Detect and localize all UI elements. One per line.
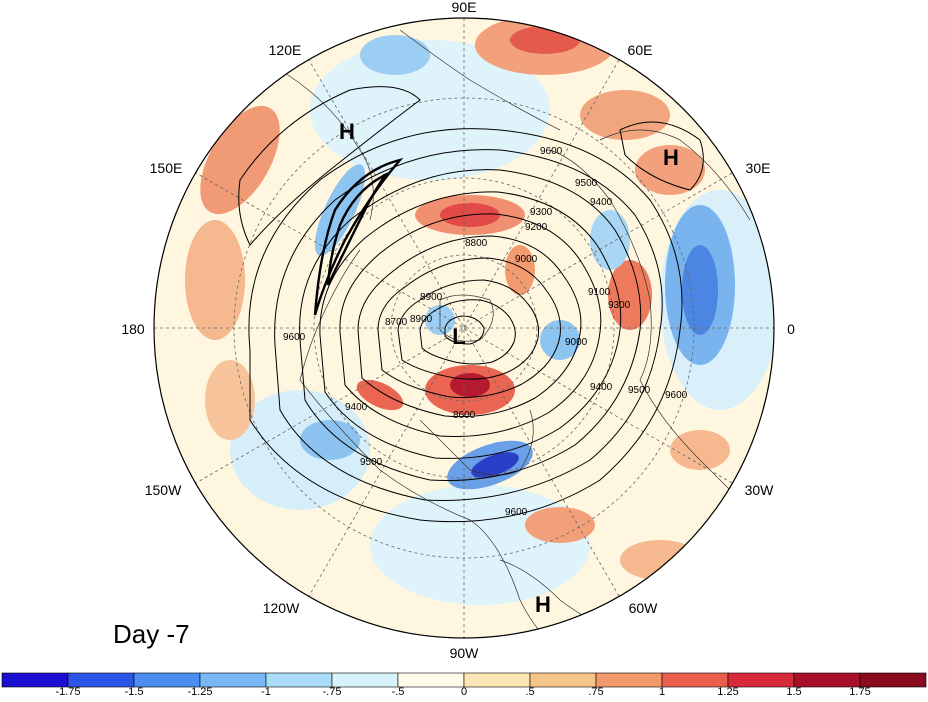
colorbar-swatch [397, 672, 465, 688]
colorbar-swatch [529, 672, 597, 688]
colorbar-tick-label: -1.75 [55, 686, 81, 698]
colorbar-tick-label: 1.25 [717, 686, 739, 698]
lon-label-30w: 30W [744, 482, 774, 498]
contour-label: 9300 [530, 207, 553, 218]
colorbar-tick-label: 1.5 [786, 686, 802, 698]
high-pressure-label: H [535, 592, 551, 617]
lon-label-90e: 90E [451, 0, 477, 15]
colorbar-swatch [727, 672, 795, 688]
colorbar-tick-label: .5 [525, 686, 535, 698]
lon-label-60e: 60E [627, 42, 653, 58]
contour-label: 8900 [420, 292, 443, 303]
contour-label: 8800 [465, 238, 488, 249]
contour-label: 9400 [345, 402, 368, 413]
colorbar-tick-label: -.5 [391, 686, 405, 698]
contour-label: 9600 [283, 332, 306, 343]
lon-label-0: 0 [787, 321, 795, 337]
high-pressure-label: H [663, 145, 679, 170]
colorbar-tick-label: .75 [588, 686, 604, 698]
colorbar-tick-label: -1.5 [124, 686, 144, 698]
colorbar-swatch [331, 672, 399, 688]
lon-label-150e: 150E [149, 160, 183, 176]
graticule [154, 18, 774, 638]
colorbar-swatch [67, 672, 135, 688]
contour-label: 9300 [608, 300, 631, 311]
contour-label: 9200 [525, 222, 548, 233]
contour-label: 9600 [505, 507, 528, 518]
contour-label: 8900 [410, 314, 433, 325]
contour-label: 9000 [515, 254, 538, 265]
colorbar-swatch [661, 672, 729, 688]
colorbar-tick-label: 1 [658, 686, 666, 698]
colorbar-swatch [133, 672, 201, 688]
colorbar [1, 672, 927, 688]
jet-contours [313, 157, 404, 316]
colorbar-swatch [793, 672, 861, 688]
colorbar-tick-label: 0 [460, 686, 468, 698]
contour-label: 9500 [575, 178, 598, 189]
colorbar-tick-label: -1 [261, 686, 271, 698]
contour-label: 9500 [628, 385, 651, 396]
contour-label: 9400 [590, 197, 613, 208]
lon-label-120w: 120W [262, 600, 300, 616]
contour-label: 8600 [453, 410, 476, 421]
lon-label-30e: 30E [745, 160, 771, 176]
contour-label: 9000 [565, 337, 588, 348]
colorbar-swatch [463, 672, 531, 688]
lon-label-150w: 150W [144, 482, 182, 498]
day-label: Day -7 [113, 619, 190, 649]
colorbar-swatch [265, 672, 333, 688]
colorbar-tick-label: 1.75 [849, 686, 871, 698]
colorbar-tick-label: -.75 [322, 686, 342, 698]
map-boundary [153, 17, 775, 639]
contour-label: 9400 [590, 382, 613, 393]
lon-label-60w: 60W [628, 600, 658, 616]
contour-label: 9600 [665, 390, 688, 401]
lon-label-180: 180 [121, 321, 145, 337]
colorbar-swatch [859, 672, 927, 688]
height-contours [238, 86, 704, 523]
high-pressure-label: H [339, 119, 355, 144]
contour-label: 8700 [385, 317, 408, 328]
contour-label: 9600 [540, 146, 563, 157]
contour-label: 9500 [360, 457, 383, 468]
colorbar-swatch [199, 672, 267, 688]
lon-label-120e: 120E [268, 42, 302, 58]
low-pressure-label: L [452, 324, 466, 349]
contour-label: 9100 [588, 287, 611, 298]
colorbar-swatch [595, 672, 663, 688]
colorbar-swatch [1, 672, 69, 688]
lon-label-90w: 90W [449, 645, 479, 661]
colorbar-tick-label: -1.25 [187, 686, 213, 698]
contour-labels: 9600 9500 9400 9300 9200 9000 8900 8800 … [283, 146, 688, 518]
